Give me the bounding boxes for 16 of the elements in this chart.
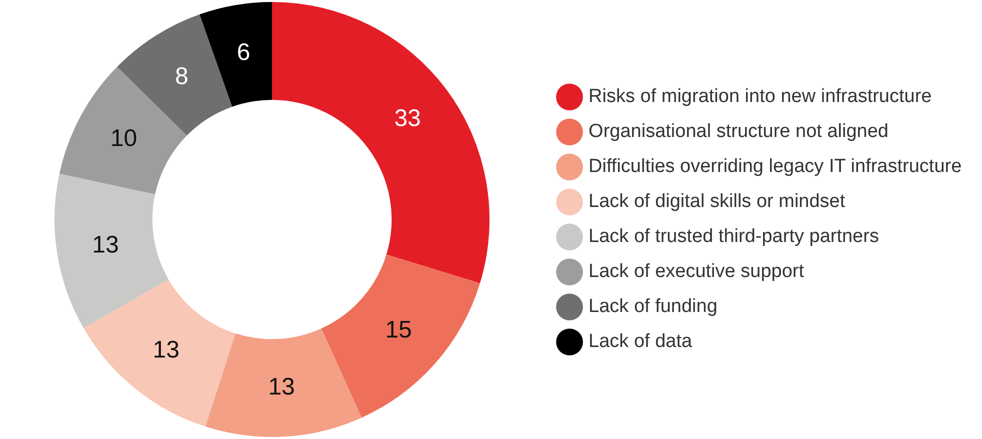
data-label: 13: [92, 231, 119, 258]
legend-label: Lack of digital skills or mindset: [588, 191, 846, 212]
data-label: 10: [110, 125, 138, 152]
legend-label: Lack of executive support: [588, 261, 805, 282]
legend-label: Organisational structure not aligned: [588, 121, 889, 142]
legend-label: Lack of funding: [588, 296, 718, 318]
data-label: 15: [385, 316, 412, 344]
data-label: 33: [394, 104, 421, 132]
data-label: 6: [236, 38, 250, 66]
legend-label: Difficulties overriding legacy IT infrastructure: [588, 156, 962, 178]
data-label: 8: [174, 62, 188, 90]
data-label: 13: [268, 373, 295, 400]
data-label: 13: [152, 336, 180, 364]
legend-label: Lack of data: [588, 331, 692, 352]
legend-label: Lack of trusted third-party partners: [588, 226, 879, 248]
legend-label: Risks of migration into new infrastructure: [588, 86, 932, 108]
